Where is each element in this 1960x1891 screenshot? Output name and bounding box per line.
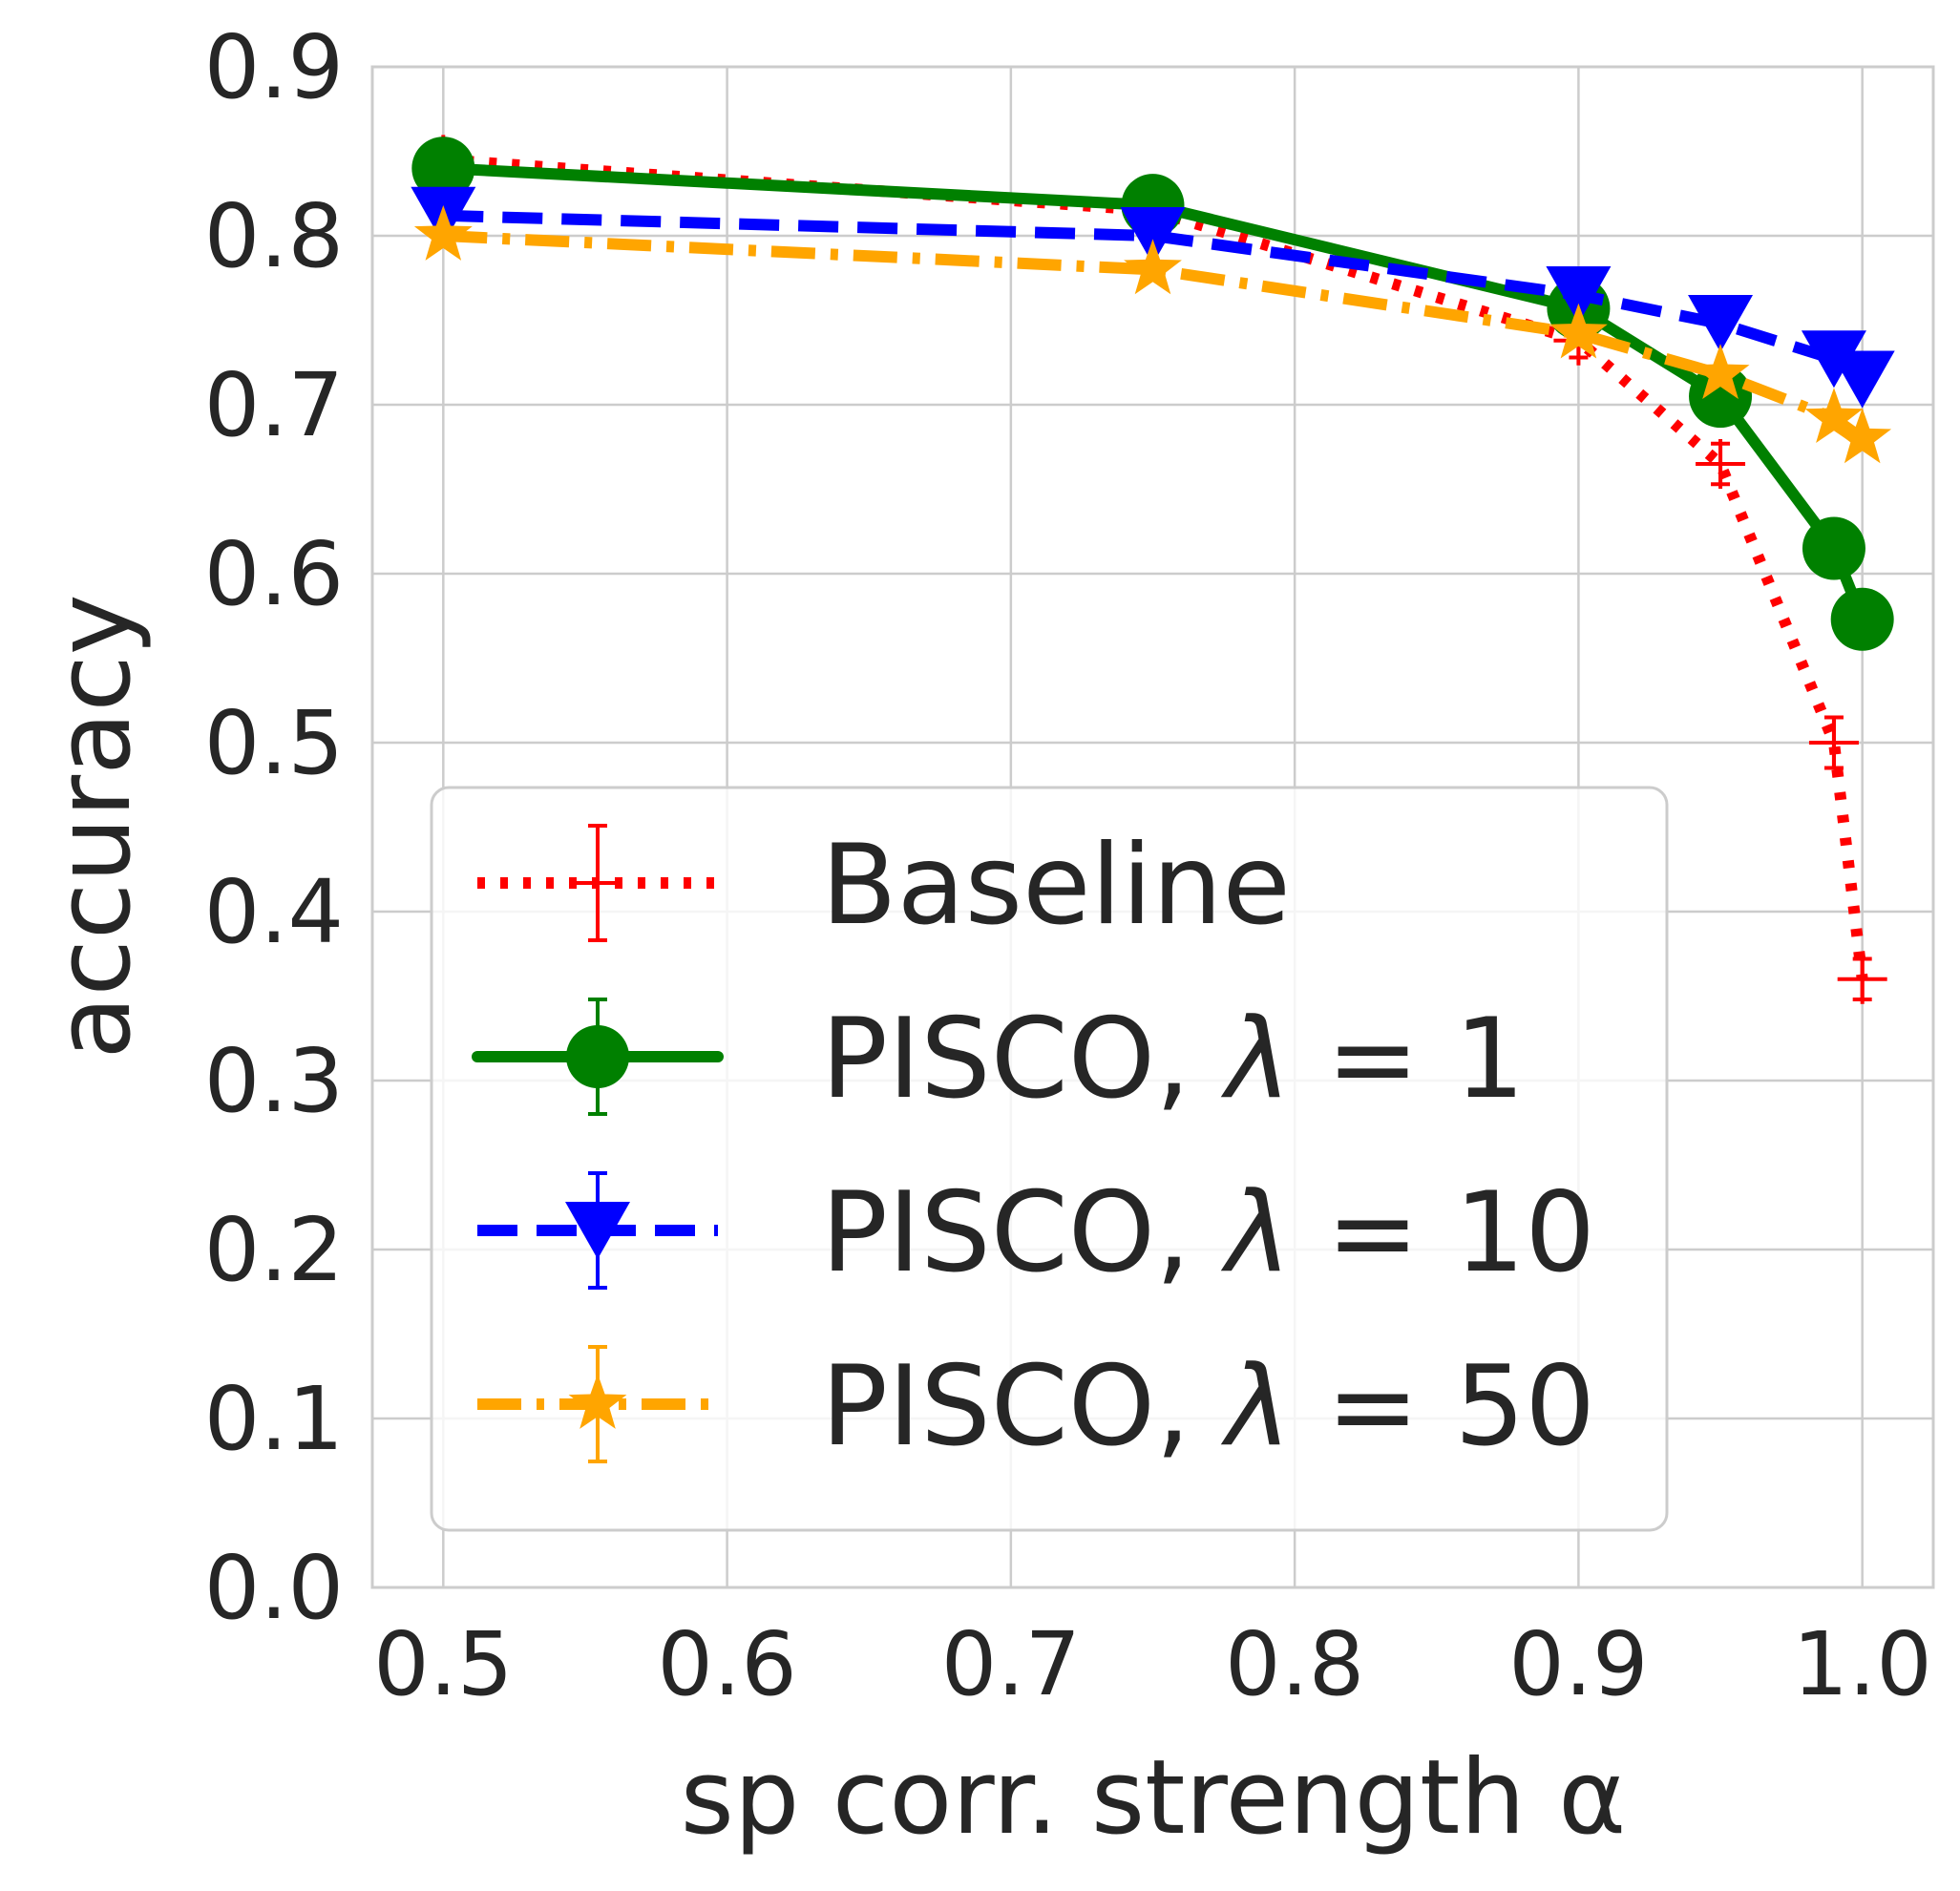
x-axis-label: sp corr. strength α xyxy=(681,1738,1627,1858)
legend-entry: PISCO, λ = 50 xyxy=(477,1342,1595,1471)
data-point xyxy=(1549,303,1608,359)
y-tick-label: 0.9 xyxy=(204,16,344,118)
data-point xyxy=(1837,954,1887,1004)
data-point xyxy=(413,205,473,261)
data-point xyxy=(1802,516,1865,580)
plot-area-frame xyxy=(370,65,1935,1589)
y-tick-label: 0.2 xyxy=(204,1199,344,1301)
legend-marker xyxy=(566,1025,629,1088)
legend-label-part: PISCO, xyxy=(821,1168,1226,1297)
y-tick-label: 0.4 xyxy=(204,861,344,963)
y-axis-label: accuracy xyxy=(34,594,154,1059)
data-point xyxy=(1691,344,1750,399)
legend-label-part: = 1 xyxy=(1292,995,1526,1124)
legend-label-part: = 10 xyxy=(1292,1168,1596,1297)
data-point xyxy=(1689,365,1753,429)
y-tick-label: 0.3 xyxy=(204,1030,344,1132)
data-point xyxy=(1801,330,1866,389)
legend-marker xyxy=(565,1202,630,1259)
legend-label-part: PISCO, xyxy=(821,1342,1226,1471)
data-point xyxy=(1688,295,1754,353)
legend-label-part: Baseline xyxy=(821,821,1291,950)
data-point xyxy=(1808,718,1859,767)
y-tick-label: 0.6 xyxy=(204,523,344,625)
legend-frame xyxy=(430,786,1669,1532)
legend-label-part: λ xyxy=(1220,1342,1292,1471)
x-tick-label: 0.6 xyxy=(657,1613,796,1715)
legend-label: PISCO, λ = 50 xyxy=(821,1342,1595,1471)
legend-marker xyxy=(573,858,622,908)
y-tick-label: 0.0 xyxy=(204,1537,344,1639)
data-point xyxy=(1829,350,1895,409)
data-point xyxy=(1696,438,1746,489)
data-point xyxy=(1830,587,1894,651)
series-3 xyxy=(413,205,1892,464)
y-tick-label: 0.7 xyxy=(204,354,344,456)
data-point xyxy=(411,137,475,200)
x-tick-label: 0.9 xyxy=(1508,1613,1648,1715)
legend-label-part: λ xyxy=(1220,1168,1292,1297)
y-tick-label: 0.5 xyxy=(204,692,344,794)
legend-label-part: = 50 xyxy=(1292,1342,1596,1471)
legend-label: PISCO, λ = 10 xyxy=(821,1168,1595,1297)
data-point xyxy=(1124,239,1182,295)
data-point xyxy=(1120,207,1186,264)
data-point xyxy=(1833,408,1892,464)
legend-label: Baseline xyxy=(821,821,1291,950)
x-tick-label: 0.8 xyxy=(1225,1613,1364,1715)
legend-label-part: λ xyxy=(1220,995,1292,1124)
legend-label-part: PISCO, xyxy=(821,995,1226,1124)
legend-entry: PISCO, λ = 10 xyxy=(477,1168,1595,1297)
x-tick-label: 1.0 xyxy=(1793,1613,1932,1715)
series-2 xyxy=(411,186,1895,409)
legend-entry: PISCO, λ = 1 xyxy=(472,995,1525,1124)
data-point xyxy=(1804,388,1864,443)
legend-label: PISCO, λ = 1 xyxy=(821,995,1525,1124)
legend-entry: Baseline xyxy=(477,821,1291,950)
data-point xyxy=(1546,265,1612,324)
x-tick-label: 0.7 xyxy=(941,1613,1081,1715)
x-axis-ticks: 0.5 0.6 0.7 0.8 0.9 1.0 xyxy=(373,1613,1932,1715)
y-tick-label: 0.1 xyxy=(204,1368,344,1470)
y-tick-label: 0.8 xyxy=(204,185,344,287)
x-tick-label: 0.5 xyxy=(373,1613,513,1715)
series-line xyxy=(443,209,1866,385)
y-axis-ticks: 0.0 0.1 0.2 0.3 0.4 0.5 0.6 0.7 0.8 0.9 xyxy=(204,16,344,1639)
legend-marker xyxy=(568,1374,627,1429)
series xyxy=(411,135,1895,1004)
